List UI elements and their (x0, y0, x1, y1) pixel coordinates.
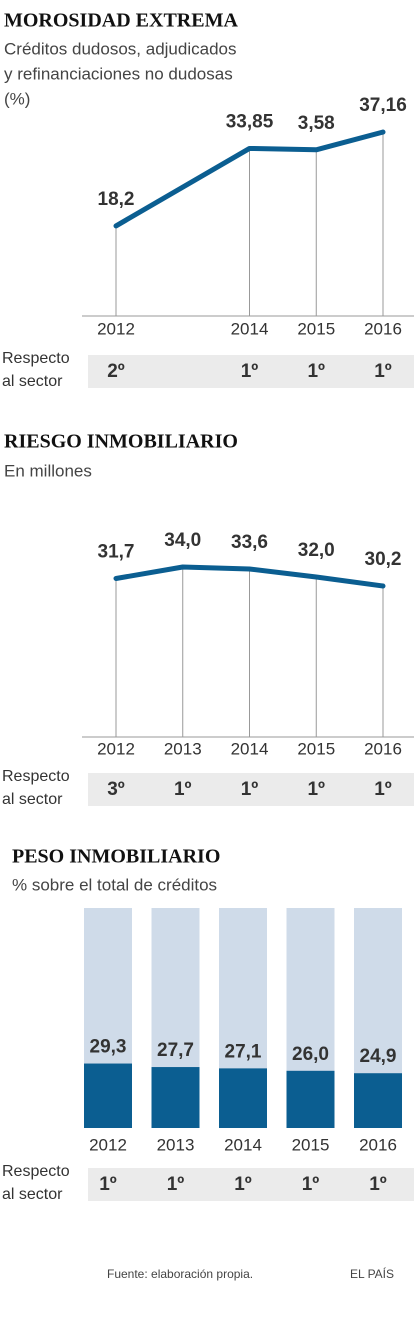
rank: 1º (167, 1174, 185, 1195)
rank-label: al sector (2, 373, 63, 390)
bar (354, 1073, 402, 1128)
x-tick-label: 2015 (297, 319, 335, 338)
x-tick-label: 2013 (157, 1135, 195, 1154)
value-label: 31,7 (98, 542, 135, 563)
rank: 1º (174, 779, 192, 800)
subtitle: En millones (4, 461, 92, 480)
x-tick-label: 2016 (359, 1135, 397, 1154)
x-tick-label: 2015 (292, 1135, 330, 1154)
value-label: 37,16 (359, 95, 407, 116)
bar (151, 1067, 200, 1128)
x-tick-label: 2016 (364, 319, 402, 338)
value-label: 26,0 (292, 1044, 329, 1065)
bar (286, 1070, 335, 1128)
x-tick-label: 2014 (231, 739, 269, 758)
x-tick-label: 2014 (224, 1135, 262, 1154)
value-label: 30,2 (365, 549, 402, 570)
bar (84, 1063, 132, 1128)
rank: 1º (374, 361, 392, 382)
rank-label: Respecto (2, 350, 70, 367)
rank: 2º (107, 361, 125, 382)
rank: 1º (99, 1174, 117, 1195)
rank-band (88, 1168, 414, 1201)
rank-label: al sector (2, 1186, 63, 1203)
value-label: 3,58 (298, 113, 335, 134)
credit: EL PAÍS (350, 1266, 394, 1281)
rank-band (88, 773, 414, 806)
chart-title: RIESGO INMOBILIARIO (4, 431, 238, 453)
rank: 1º (307, 779, 325, 800)
value-label: 27,1 (225, 1041, 262, 1062)
rank: 1º (369, 1174, 387, 1195)
value-label: 33,6 (231, 532, 268, 553)
x-tick-label: 2012 (97, 739, 135, 758)
x-tick-label: 2015 (297, 739, 335, 758)
rank-band (88, 355, 414, 388)
line (113, 564, 386, 589)
value-label: 18,2 (98, 189, 135, 210)
rank: 1º (374, 779, 392, 800)
bar (219, 1068, 267, 1128)
rank: 1º (234, 1174, 252, 1195)
subtitle: y refinanciaciones no dudosas (4, 64, 233, 83)
x-tick-label: 2012 (89, 1135, 127, 1154)
value-label: 34,0 (164, 530, 201, 551)
x-tick-label: 2016 (364, 739, 402, 758)
value-label: 29,3 (90, 1037, 127, 1058)
value-label: 27,7 (157, 1040, 194, 1061)
rank-label: Respecto (2, 1163, 70, 1180)
rank: 1º (241, 779, 259, 800)
x-tick-label: 2014 (231, 319, 269, 338)
subtitle: (%) (4, 89, 30, 108)
rank-label: al sector (2, 791, 63, 808)
source: Fuente: elaboración propia. (107, 1267, 253, 1281)
subtitle: % sobre el total de créditos (12, 875, 217, 894)
rank: 1º (307, 361, 325, 382)
x-tick-label: 2013 (164, 739, 202, 758)
subtitle: Créditos dudosos, adjudicados (4, 39, 236, 58)
value-label: 33,85 (226, 111, 274, 132)
rank: 3º (107, 779, 125, 800)
rank-label: Respecto (2, 768, 70, 785)
rank: 1º (241, 361, 259, 382)
rank: 1º (302, 1174, 320, 1195)
chart-title: PESO INMOBILIARIO (12, 846, 220, 868)
x-tick-label: 2012 (97, 319, 135, 338)
value-label: 24,9 (360, 1046, 397, 1067)
chart-title: MOROSIDAD EXTREMA (4, 10, 238, 32)
line (113, 129, 386, 229)
value-label: 32,0 (298, 540, 335, 561)
